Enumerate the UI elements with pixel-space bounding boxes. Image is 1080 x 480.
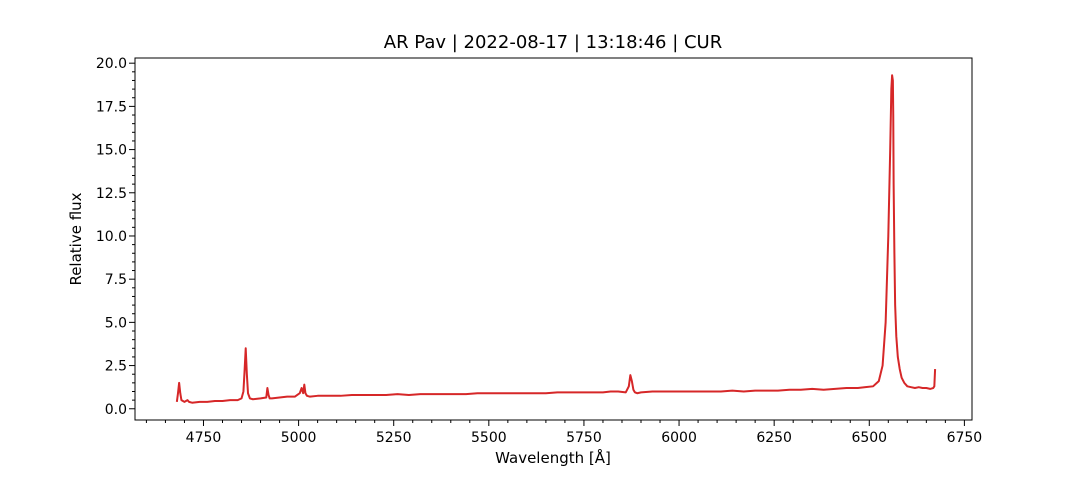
x-tick-label: 6750 xyxy=(947,430,983,446)
y-tick-label: 2.5 xyxy=(105,359,127,375)
y-axis-ticks: 0.0 2.5 5.0 7.5 10.0 12.5 15.0 17.5 20.0 xyxy=(96,56,135,418)
plot-frame xyxy=(134,57,973,421)
series-line xyxy=(175,74,937,404)
y-tick-label: 0.0 xyxy=(105,402,127,418)
x-tick-label: 5000 xyxy=(281,430,317,446)
x-tick-label: 6250 xyxy=(756,430,792,446)
plot-area xyxy=(135,58,972,420)
y-tick-label: 15.0 xyxy=(96,143,127,159)
y-tick-label: 7.5 xyxy=(105,272,127,288)
y-tick-label: 12.5 xyxy=(96,186,127,202)
y-tick-label: 20.0 xyxy=(96,56,127,72)
y-tick-label: 5.0 xyxy=(105,315,127,331)
x-tick-label: 4750 xyxy=(186,430,222,446)
x-tick-label: 5250 xyxy=(376,430,412,446)
x-axis-ticks: 4750 5000 5250 5500 5750 6000 6250 6500 6750 xyxy=(145,420,983,446)
x-tick-label: 5750 xyxy=(566,430,602,446)
chart-title: AR Pav | 2022-08-17 | 13:18:46 | CUR xyxy=(384,32,723,53)
y-tick-label: 10.0 xyxy=(96,229,127,245)
x-tick-label: 5500 xyxy=(471,430,507,446)
x-tick-label: 6000 xyxy=(661,430,697,446)
y-tick-label: 17.5 xyxy=(96,99,127,115)
x-axis-label: Wavelength [Å] xyxy=(495,448,611,467)
x-tick-label: 6500 xyxy=(851,430,887,446)
y-axis-label: Relative flux xyxy=(67,192,85,285)
